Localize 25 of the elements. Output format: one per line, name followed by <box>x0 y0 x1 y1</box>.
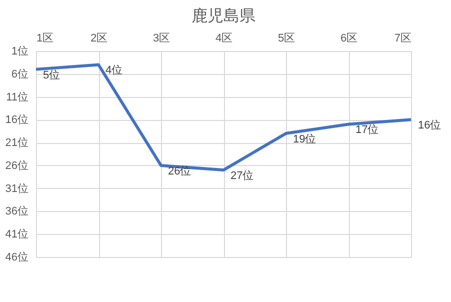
data-label: 16位 <box>418 120 442 132</box>
y-tick-label: 26位 <box>5 160 28 172</box>
y-tick-label: 46位 <box>5 252 28 264</box>
data-label: 26位 <box>168 165 192 178</box>
y-tick-label: 11位 <box>6 91 28 104</box>
y-tick-label: 6位 <box>11 68 28 80</box>
data-label: 4位 <box>106 64 123 77</box>
chart-title: 鹿児島県 <box>192 7 256 25</box>
data-label: 5位 <box>43 69 60 82</box>
data-label: 27位 <box>230 170 254 182</box>
x-tick-label: 5区 <box>278 32 296 44</box>
y-tick-label: 31位 <box>5 182 28 195</box>
y-tick-label: 1位 <box>11 46 28 58</box>
x-tick-label: 7区 <box>394 32 412 44</box>
data-label: 19位 <box>293 133 316 146</box>
data-label: 17位 <box>356 124 379 136</box>
y-tick-label: 21位 <box>5 137 28 150</box>
x-tick-label: 6区 <box>340 32 358 44</box>
x-tick-label: 2区 <box>90 32 108 44</box>
y-tick-label: 36位 <box>5 206 28 218</box>
x-tick-label: 4区 <box>215 32 233 44</box>
y-tick-label: 41位 <box>5 228 28 241</box>
y-tick-label: 16位 <box>5 114 28 126</box>
x-tick-label: 1区 <box>36 32 54 44</box>
x-tick-label: 3区 <box>152 32 170 44</box>
